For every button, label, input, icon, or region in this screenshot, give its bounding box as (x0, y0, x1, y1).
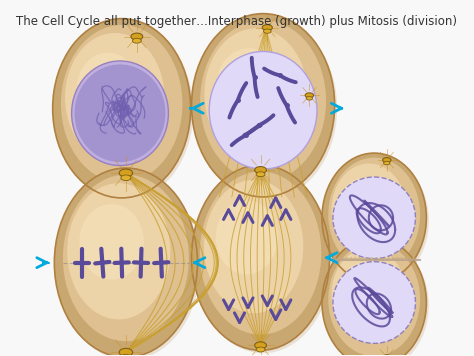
Ellipse shape (325, 241, 429, 356)
Ellipse shape (256, 347, 265, 352)
Ellipse shape (255, 342, 266, 349)
Ellipse shape (322, 153, 427, 283)
Ellipse shape (383, 158, 391, 163)
Ellipse shape (200, 20, 326, 181)
Ellipse shape (119, 348, 133, 356)
Ellipse shape (204, 28, 308, 160)
Ellipse shape (340, 262, 387, 314)
Ellipse shape (67, 183, 170, 319)
Ellipse shape (340, 178, 387, 230)
Ellipse shape (63, 175, 189, 341)
Ellipse shape (333, 262, 415, 343)
Ellipse shape (191, 14, 335, 197)
Ellipse shape (119, 169, 133, 177)
Ellipse shape (328, 242, 420, 356)
Ellipse shape (264, 29, 271, 33)
Ellipse shape (79, 204, 144, 280)
Ellipse shape (331, 163, 407, 257)
Ellipse shape (131, 33, 143, 40)
Ellipse shape (65, 33, 164, 162)
Ellipse shape (325, 156, 429, 286)
Ellipse shape (132, 38, 141, 43)
Ellipse shape (55, 22, 193, 201)
Ellipse shape (121, 354, 131, 356)
Ellipse shape (61, 25, 182, 183)
Ellipse shape (209, 52, 317, 169)
Ellipse shape (383, 355, 391, 356)
Ellipse shape (322, 238, 427, 356)
Text: The Cell Cycle all put together…Interphase (growth) plus Mitosis (division): The Cell Cycle all put together…Interpha… (17, 15, 457, 28)
Ellipse shape (256, 172, 265, 177)
Ellipse shape (200, 172, 321, 335)
Ellipse shape (306, 96, 312, 100)
Ellipse shape (77, 53, 139, 124)
Ellipse shape (217, 48, 281, 122)
Ellipse shape (216, 200, 278, 274)
Ellipse shape (121, 175, 131, 180)
Ellipse shape (72, 61, 168, 166)
Ellipse shape (305, 93, 314, 98)
Ellipse shape (262, 25, 273, 31)
Ellipse shape (383, 161, 390, 165)
Ellipse shape (74, 64, 165, 162)
Ellipse shape (191, 165, 329, 350)
Ellipse shape (53, 19, 191, 198)
Ellipse shape (57, 171, 200, 356)
Ellipse shape (255, 167, 266, 173)
Ellipse shape (194, 17, 337, 200)
Ellipse shape (333, 177, 415, 259)
Ellipse shape (328, 158, 420, 272)
Ellipse shape (331, 248, 407, 341)
Ellipse shape (194, 168, 332, 353)
Ellipse shape (204, 180, 303, 313)
Ellipse shape (55, 168, 198, 356)
